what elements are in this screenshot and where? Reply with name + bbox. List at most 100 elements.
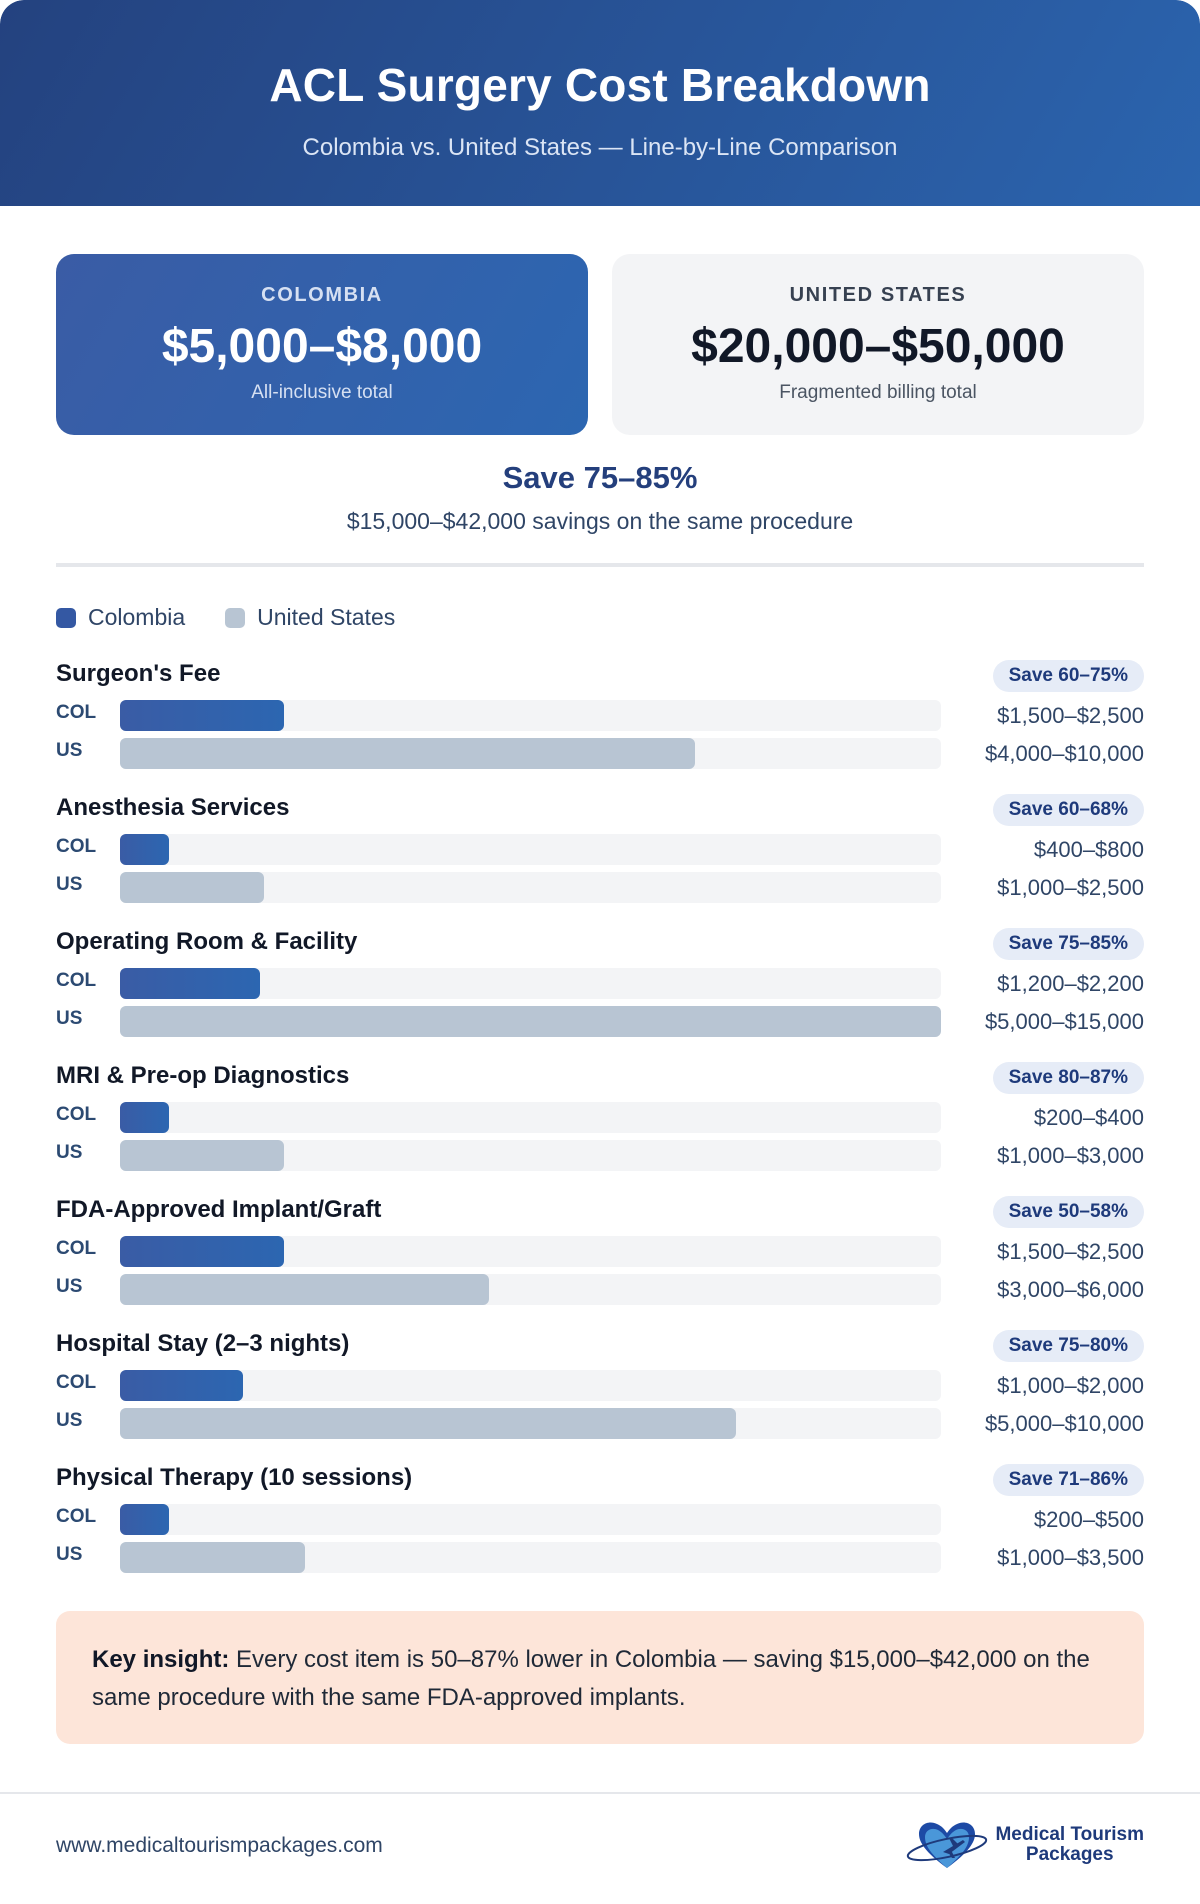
us-bar [120, 1274, 490, 1305]
row-label-us: US [56, 1142, 83, 1163]
savings-badge: Save 75–80% [992, 1330, 1144, 1362]
row-label-us: US [56, 874, 83, 895]
footer-divider [0, 1792, 1200, 1794]
row-label-col: COL [56, 1104, 97, 1125]
us-row: US $3,000–$6,000 [56, 1274, 1144, 1305]
colombia-row: COL $1,200–$2,200 [56, 968, 1144, 999]
heart-airplane-icon [907, 1822, 988, 1868]
us-bar [120, 1006, 941, 1037]
savings-badge: Save 50–58% [992, 1196, 1144, 1228]
logo-line1: Medical Tourism [995, 1824, 1144, 1845]
footer-url[interactable]: www.medicaltourismpackages.com [56, 1834, 383, 1857]
savings-detail: $15,000–$42,000 savings on the same proc… [346, 508, 854, 534]
colombia-value: $1,000–$2,000 [997, 1373, 1144, 1398]
bar-track [120, 1140, 941, 1171]
page-title: ACL Surgery Cost Breakdown [269, 59, 931, 111]
us-row: US $1,000–$2,500 [56, 872, 1144, 903]
colombia-note: All-inclusive total [251, 382, 393, 403]
us-swatch [225, 607, 246, 628]
row-label-us: US [56, 1544, 83, 1565]
us-row: US $1,000–$3,500 [56, 1542, 1144, 1573]
colombia-value: $400–$800 [1033, 837, 1144, 862]
colombia-row: COL $1,500–$2,500 [56, 1236, 1144, 1267]
row-label-us: US [56, 1410, 83, 1431]
cost-item-title: Anesthesia Services [56, 794, 290, 821]
bar-track [120, 1370, 941, 1401]
colombia-bar [120, 1504, 170, 1535]
cost-item: Anesthesia Services Save 60–68% COL $400… [56, 792, 1144, 926]
bar-track [120, 700, 941, 731]
us-row: US $5,000–$15,000 [56, 1006, 1144, 1037]
row-label-col: COL [56, 1506, 97, 1527]
colombia-amount: $5,000–$8,000 [161, 320, 483, 373]
savings-badge: Save 80–87% [992, 1062, 1144, 1094]
us-bar [120, 872, 264, 903]
colombia-bar [120, 700, 285, 731]
colombia-card: COLOMBIA $5,000–$8,000 All-inclusive tot… [56, 254, 588, 435]
bar-track [120, 834, 941, 865]
savings-badge: Save 75–85% [992, 928, 1144, 960]
colombia-bar [120, 968, 260, 999]
cost-item: Physical Therapy (10 sessions) Save 71–8… [56, 1462, 1144, 1596]
legend-colombia: Colombia [56, 604, 185, 631]
row-label-col: COL [56, 836, 97, 857]
cost-item: Operating Room & Facility Save 75–85% CO… [56, 926, 1144, 1060]
colombia-bar [120, 1102, 170, 1133]
colombia-bar [120, 1236, 285, 1267]
colombia-row: COL $1,000–$2,000 [56, 1370, 1144, 1401]
bar-track [120, 968, 941, 999]
us-bar [120, 1140, 285, 1171]
us-row: US $4,000–$10,000 [56, 738, 1144, 769]
savings-summary: Save 75–85% $15,000–$42,000 savings on t… [0, 460, 1200, 535]
us-value: $4,000–$10,000 [984, 741, 1144, 766]
us-value: $3,000–$6,000 [997, 1277, 1144, 1302]
row-label-col: COL [56, 1372, 97, 1393]
cost-item: FDA-Approved Implant/Graft Save 50–58% C… [56, 1194, 1144, 1328]
us-value: $1,000–$3,500 [997, 1545, 1144, 1570]
us-value: $1,000–$2,500 [997, 875, 1144, 900]
colombia-value: $1,500–$2,500 [997, 1239, 1144, 1264]
us-value: $5,000–$15,000 [984, 1009, 1144, 1034]
bar-track [120, 1408, 941, 1439]
us-bar [120, 738, 695, 769]
savings-title: Save 75–85% [502, 460, 698, 495]
row-label-us: US [56, 1008, 83, 1029]
bar-track [120, 1236, 941, 1267]
colombia-bar [120, 834, 170, 865]
cost-items: Surgeon's Fee Save 60–75% COL $1,500–$2,… [56, 658, 1144, 1596]
us-amount: $20,000–$50,000 [691, 320, 1065, 373]
legend-us-label: United States [257, 604, 396, 630]
cost-item: MRI & Pre-op Diagnostics Save 80–87% COL… [56, 1060, 1144, 1194]
header: ACL Surgery Cost Breakdown Colombia vs. … [0, 0, 1200, 206]
us-row: US $1,000–$3,000 [56, 1140, 1144, 1171]
colombia-value: $200–$500 [1033, 1507, 1144, 1532]
cost-item-title: Hospital Stay (2–3 nights) [56, 1330, 350, 1357]
cost-item-title: Physical Therapy (10 sessions) [56, 1464, 413, 1491]
colombia-swatch [56, 607, 76, 628]
insight-lead: Key insight: [92, 1646, 230, 1673]
insight-text: Every cost item is 50–87% lower in Colom… [92, 1646, 1090, 1711]
bar-track [120, 738, 941, 769]
cost-item-title: Surgeon's Fee [56, 660, 221, 687]
legend-us: United States [225, 604, 395, 631]
row-label-us: US [56, 1276, 83, 1297]
bar-track [120, 872, 941, 903]
colombia-row: COL $400–$800 [56, 834, 1144, 865]
us-bar [120, 1542, 305, 1573]
legend: Colombia United States [56, 604, 395, 631]
key-insight: Key insight: Every cost item is 50–87% l… [56, 1611, 1144, 1744]
logo-line2: Packages [1025, 1844, 1114, 1865]
summary-cards: COLOMBIA $5,000–$8,000 All-inclusive tot… [56, 254, 1144, 435]
cost-item: Hospital Stay (2–3 nights) Save 75–80% C… [56, 1328, 1144, 1462]
us-row: US $5,000–$10,000 [56, 1408, 1144, 1439]
row-label-us: US [56, 740, 83, 761]
bar-track [120, 1102, 941, 1133]
colombia-bar [120, 1370, 244, 1401]
cost-item-title: MRI & Pre-op Diagnostics [56, 1062, 350, 1089]
bar-track [120, 1006, 941, 1037]
us-bar [120, 1408, 736, 1439]
bar-track [120, 1542, 941, 1573]
savings-badge: Save 60–75% [992, 660, 1144, 692]
legend-colombia-label: Colombia [88, 604, 186, 630]
